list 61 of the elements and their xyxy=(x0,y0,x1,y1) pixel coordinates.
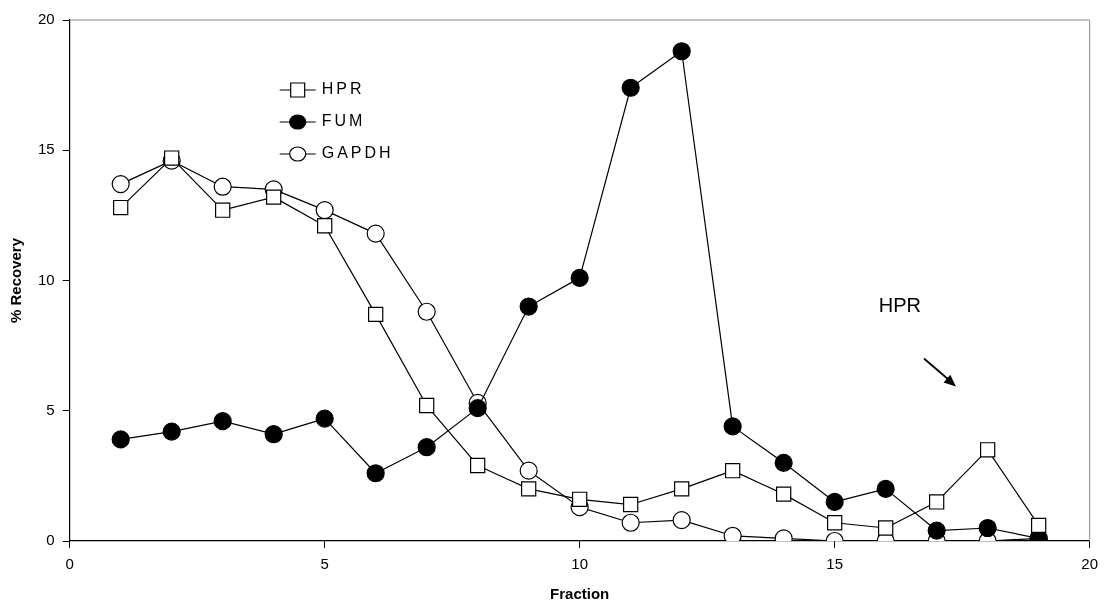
point xyxy=(111,430,130,449)
x-axis-title: Fraction xyxy=(550,585,610,603)
point xyxy=(470,457,486,474)
point xyxy=(927,521,946,540)
point xyxy=(113,199,129,216)
x-tick-label: 0 xyxy=(65,555,74,573)
y-tick-label: 0 xyxy=(46,531,55,549)
y-tick-label: 10 xyxy=(38,270,55,288)
point xyxy=(876,479,895,498)
point xyxy=(213,412,232,431)
legend-label: FUM xyxy=(321,112,366,130)
point xyxy=(570,268,589,287)
point xyxy=(519,461,538,480)
point xyxy=(264,425,283,444)
point xyxy=(162,422,181,441)
point xyxy=(315,201,334,220)
point xyxy=(674,481,690,497)
y-tick-label: 15 xyxy=(38,140,55,158)
point xyxy=(621,513,640,532)
legend-label: GAPDH xyxy=(321,144,394,162)
point xyxy=(417,438,436,457)
point xyxy=(468,399,487,418)
y-tick-label: 20 xyxy=(38,10,55,28)
point xyxy=(366,464,385,483)
x-tick-label: 15 xyxy=(826,555,844,573)
legend-label: HPR xyxy=(321,80,365,98)
y-axis-title: % Recovery xyxy=(7,237,25,324)
point xyxy=(519,297,538,316)
point xyxy=(672,42,691,61)
point xyxy=(317,218,333,234)
point xyxy=(266,189,282,205)
point xyxy=(111,175,130,194)
point xyxy=(417,302,436,321)
y-tick-label: 5 xyxy=(46,400,55,418)
point xyxy=(164,150,180,166)
point xyxy=(215,202,231,218)
point xyxy=(1030,517,1047,534)
point xyxy=(623,496,639,513)
point xyxy=(672,511,691,530)
point xyxy=(315,409,334,428)
x-tick-label: 10 xyxy=(571,555,589,573)
point xyxy=(521,481,537,497)
point xyxy=(877,520,894,536)
point xyxy=(572,491,588,507)
x-tick-label: 20 xyxy=(1081,555,1098,573)
point xyxy=(928,494,945,510)
point xyxy=(366,224,385,243)
point xyxy=(776,486,792,502)
point xyxy=(723,417,742,436)
point xyxy=(368,306,384,323)
point xyxy=(825,492,844,512)
point xyxy=(419,397,435,414)
x-tick-label: 5 xyxy=(320,555,329,573)
point xyxy=(621,78,640,97)
point xyxy=(979,442,996,458)
annotation: HPR xyxy=(878,294,922,317)
point xyxy=(725,462,741,479)
point xyxy=(774,453,793,472)
point xyxy=(826,515,843,531)
point xyxy=(213,177,232,196)
point xyxy=(978,518,997,538)
